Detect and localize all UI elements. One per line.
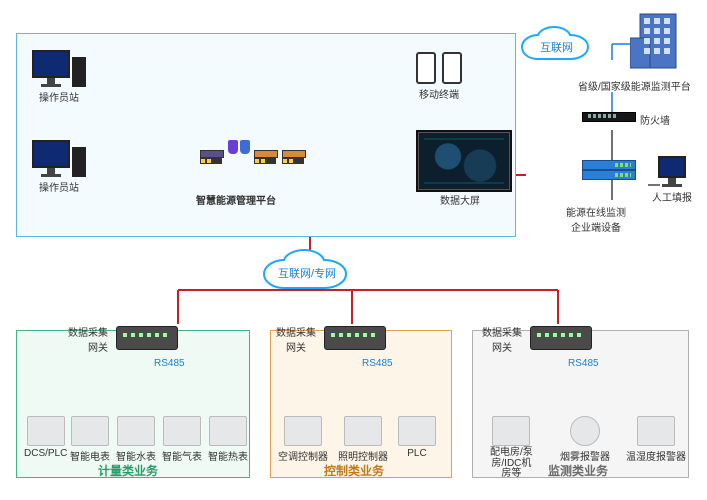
firewall-device — [582, 112, 636, 122]
building-label: 省级/国家级能源监测平台 — [578, 78, 691, 93]
internet-label: 互联网 — [540, 39, 573, 55]
network-diagram: 互联网 互联网/专网 操作员站 操作员站 智慧能源管理平台 — [0, 0, 707, 500]
proto-1: RS485 — [154, 358, 185, 369]
big-screen — [416, 130, 512, 192]
dev-ac: 空调控制器 — [278, 416, 328, 463]
dev-hmeter: 智能热表 — [208, 416, 248, 463]
section-3-title: 监测类业务 — [548, 462, 608, 479]
mobile-terminals: 移动终端 — [416, 52, 462, 101]
platform-label: 智慧能源管理平台 — [196, 192, 276, 207]
manual-label: 人工填报 — [652, 189, 692, 204]
gateway-2-label: 数据采集 网关 — [276, 324, 316, 354]
intranet-cloud: 互联网/专网 — [260, 248, 360, 298]
proto-2: RS485 — [362, 358, 393, 369]
gateway-3 — [530, 326, 592, 350]
intranet-label: 互联网/专网 — [278, 265, 336, 281]
gov-platform-building — [630, 8, 690, 74]
operator-station-2: 操作员站 — [32, 140, 86, 194]
dev-smoke: 烟雾报警器 — [560, 416, 610, 463]
edge-device — [582, 160, 636, 180]
dev-dcsplc: DCS/PLC — [24, 416, 67, 459]
dev-wmeter: 智能水表 — [116, 416, 156, 463]
bigscreen-label: 数据大屏 — [440, 192, 480, 207]
dev-light: 照明控制器 — [338, 416, 388, 463]
gateway-1 — [116, 326, 178, 350]
operator-station-1: 操作员站 — [32, 50, 86, 104]
section-1-title: 计量类业务 — [98, 462, 158, 479]
op1-label: 操作员站 — [39, 89, 79, 104]
gateway-2 — [324, 326, 386, 350]
dev-temp: 温湿度报警器 — [626, 416, 686, 463]
dev-plc: PLC — [398, 416, 436, 459]
platform-servers — [200, 150, 306, 164]
manual-entry-pc: 人工填报 — [652, 156, 692, 204]
gateway-3-label: 数据采集 网关 — [482, 324, 522, 354]
edge-label: 能源在线监测 企业端设备 — [566, 204, 626, 234]
dev-gmeter: 智能气表 — [162, 416, 202, 463]
section-2-title: 控制类业务 — [324, 462, 384, 479]
proto-3: RS485 — [568, 358, 599, 369]
gateway-1-label: 数据采集 网关 — [68, 324, 108, 354]
dev-room: 配电房/泵 房/IDC机 房等 — [490, 416, 533, 480]
internet-cloud: 互联网 — [518, 25, 598, 71]
mobile-label: 移动终端 — [419, 86, 459, 101]
firewall-label: 防火墙 — [640, 112, 670, 127]
op2-label: 操作员站 — [39, 179, 79, 194]
dev-emeter: 智能电表 — [70, 416, 110, 463]
